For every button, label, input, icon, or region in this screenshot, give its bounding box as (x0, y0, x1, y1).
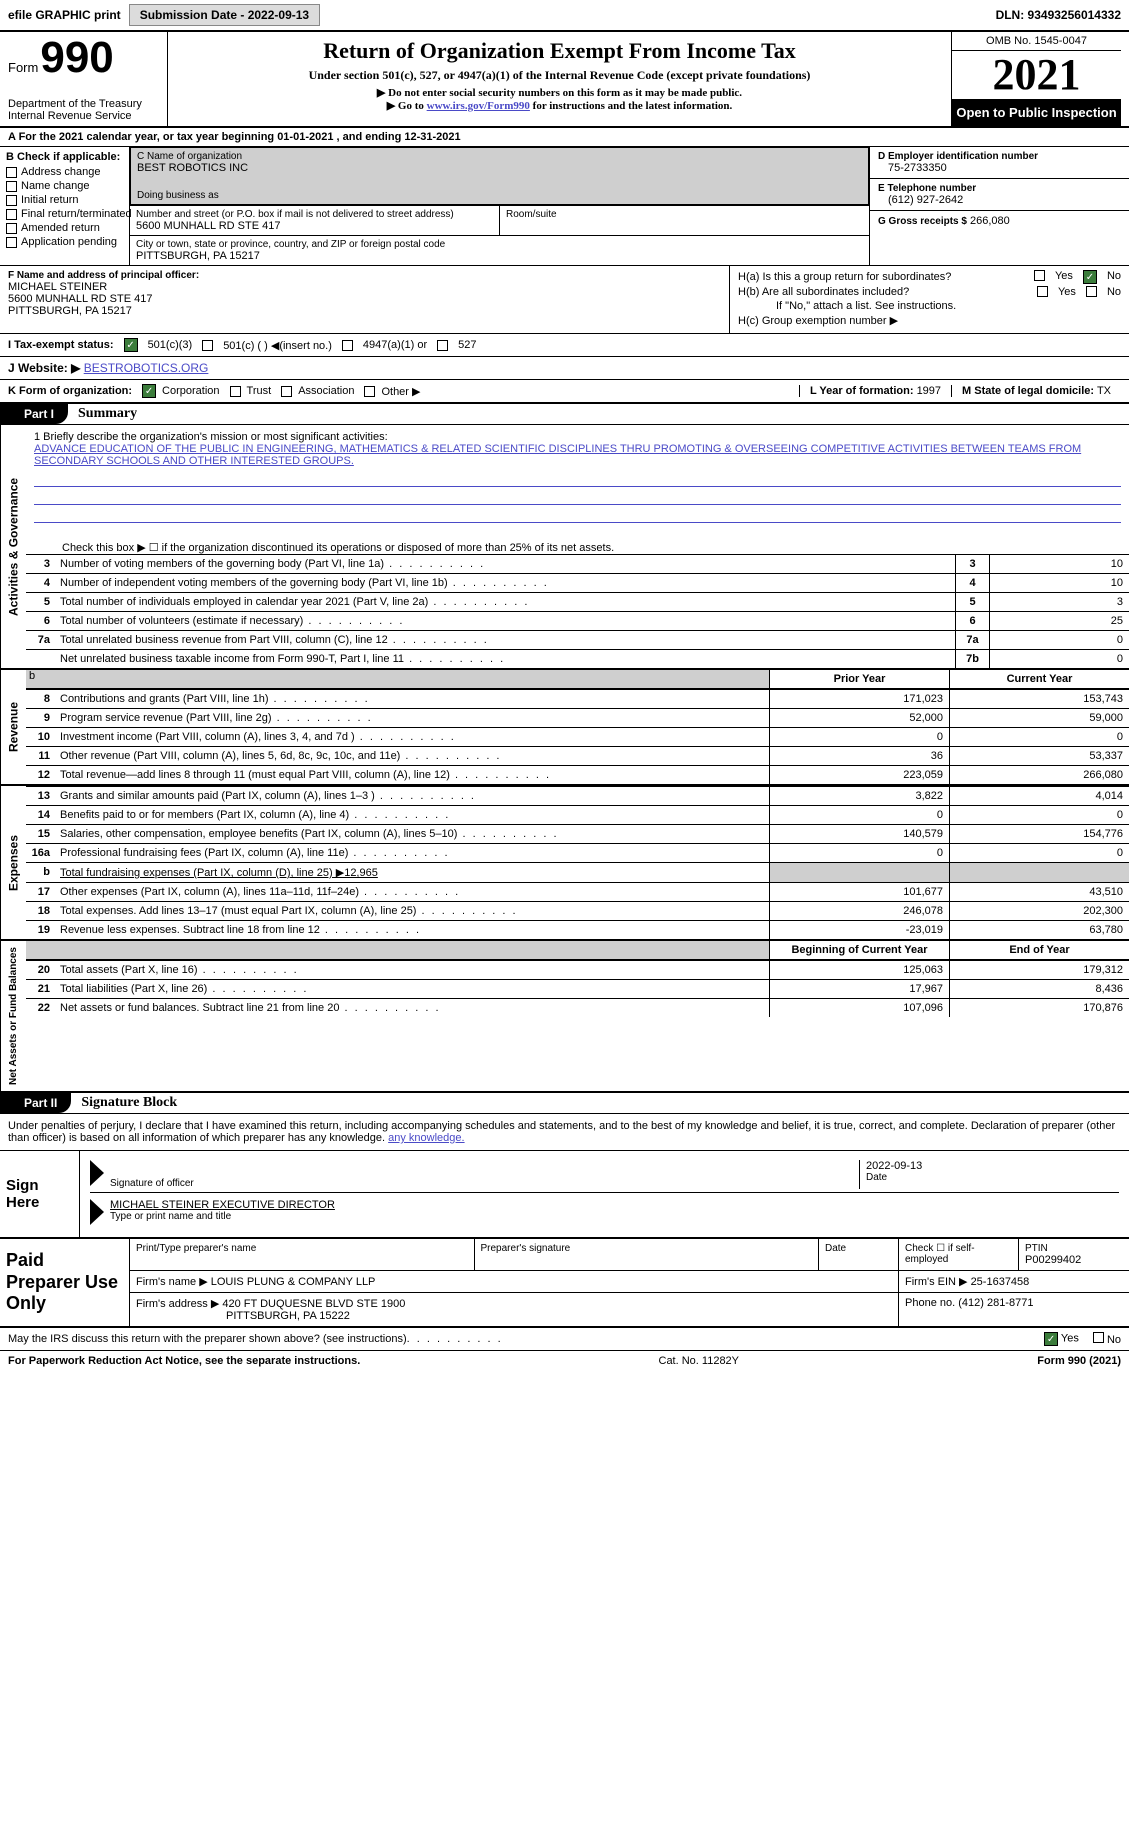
vtab-net: Net Assets or Fund Balances (0, 941, 26, 1091)
tax-year: 2021 (952, 51, 1121, 99)
section-a-g: B Check if applicable: Address change Na… (0, 147, 1129, 266)
arrow-icon (90, 1199, 104, 1225)
page-footer: For Paperwork Reduction Act Notice, see … (0, 1350, 1129, 1371)
vtab-revenue: Revenue (0, 670, 26, 784)
form-header: Form 990 Department of the TreasuryInter… (0, 32, 1129, 128)
expense-row: b Total fundraising expenses (Part IX, c… (26, 862, 1129, 882)
summary-row: 7a Total unrelated business revenue from… (26, 630, 1129, 649)
officer-name: MICHAEL STEINER (8, 281, 721, 293)
perjury-declaration: Under penalties of perjury, I declare th… (0, 1114, 1129, 1151)
header-title-block: Return of Organization Exempt From Incom… (168, 32, 951, 126)
checkbox[interactable] (6, 195, 17, 206)
expense-row: 16a Professional fundraising fees (Part … (26, 843, 1129, 862)
revenue-row: 8 Contributions and grants (Part VIII, l… (26, 689, 1129, 708)
column-d-g: D Employer identification number 75-2733… (869, 147, 1129, 265)
irs-link[interactable]: www.irs.gov/Form990 (427, 100, 530, 112)
activities-governance-section: Activities & Governance 1 Briefly descri… (0, 425, 1129, 670)
arrow-icon (90, 1160, 104, 1186)
vtab-expenses: Expenses (0, 786, 26, 939)
expense-row: 15 Salaries, other compensation, employe… (26, 824, 1129, 843)
form-subtitle: Under section 501(c), 527, or 4947(a)(1)… (178, 68, 941, 83)
header-left: Form 990 Department of the TreasuryInter… (8, 32, 168, 126)
form-org-row: K Form of organization: ✓Corporation Tru… (0, 380, 1129, 404)
mission-block: 1 Briefly describe the organization's mi… (26, 425, 1129, 535)
expense-row: 19 Revenue less expenses. Subtract line … (26, 920, 1129, 939)
row-f-h: F Name and address of principal officer:… (0, 266, 1129, 334)
checkbox[interactable] (6, 181, 17, 192)
revenue-row: 10 Investment income (Part VIII, column … (26, 727, 1129, 746)
revenue-row: 11 Other revenue (Part VIII, column (A),… (26, 746, 1129, 765)
irs-discuss-row: May the IRS discuss this return with the… (0, 1328, 1129, 1350)
blank-lines (34, 469, 1121, 529)
efile-label: efile GRAPHIC print (8, 8, 121, 22)
expense-row: 13 Grants and similar amounts paid (Part… (26, 786, 1129, 805)
open-public-badge: Open to Public Inspection (952, 99, 1121, 126)
revenue-row: 12 Total revenue—add lines 8 through 11 … (26, 765, 1129, 784)
telephone-value: (612) 927-2642 (878, 194, 1121, 206)
expense-row: 18 Total expenses. Add lines 13–17 (must… (26, 901, 1129, 920)
revenue-row: 9 Program service revenue (Part VIII, li… (26, 708, 1129, 727)
summary-row: 4 Number of independent voting members o… (26, 573, 1129, 592)
website-link[interactable]: BESTROBOTICS.ORG (84, 361, 209, 375)
revenue-section: Revenue b Prior Year Current Year 8 Cont… (0, 670, 1129, 786)
net-row: 22 Net assets or fund balances. Subtract… (26, 998, 1129, 1017)
org-city: PITTSBURGH, PA 15217 (136, 250, 863, 262)
sign-here-block: Sign Here Signature of officer 2022-09-1… (0, 1151, 1129, 1239)
officer-name-title: MICHAEL STEINER EXECUTIVE DIRECTOR (110, 1199, 1119, 1211)
part2-header: Part II Signature Block (0, 1093, 1129, 1114)
omb-number: OMB No. 1545-0047 (952, 32, 1121, 51)
form-number: Form 990 (8, 36, 167, 80)
checkbox[interactable] (6, 223, 17, 234)
form-title: Return of Organization Exempt From Incom… (178, 38, 941, 64)
org-address: 5600 MUNHALL RD STE 417 (136, 220, 493, 232)
net-row: 20 Total assets (Part X, line 16) 125,06… (26, 960, 1129, 979)
expenses-section: Expenses 13 Grants and similar amounts p… (0, 786, 1129, 941)
dln-label: DLN: 93493256014332 (996, 8, 1121, 22)
checkbox[interactable] (6, 167, 17, 178)
expense-row: 17 Other expenses (Part IX, column (A), … (26, 882, 1129, 901)
mission-text: ADVANCE EDUCATION OF THE PUBLIC IN ENGIN… (34, 443, 1121, 467)
part1-header: Part I Summary (0, 404, 1129, 425)
summary-row: 6 Total number of volunteers (estimate i… (26, 611, 1129, 630)
column-b: B Check if applicable: Address change Na… (0, 147, 130, 265)
summary-row: 5 Total number of individuals employed i… (26, 592, 1129, 611)
checkbox[interactable] (6, 237, 17, 248)
gross-receipts-value: 266,080 (970, 215, 1010, 227)
tax-exempt-row: I Tax-exempt status: ✓501(c)(3) 501(c) (… (0, 334, 1129, 357)
column-c: C Name of organization BEST ROBOTICS INC… (130, 147, 869, 265)
form-note2: ▶ Go to www.irs.gov/Form990 for instruct… (178, 99, 941, 112)
net-row: 21 Total liabilities (Part X, line 26) 1… (26, 979, 1129, 998)
summary-row: 3 Number of voting members of the govern… (26, 554, 1129, 573)
net-assets-section: Net Assets or Fund Balances Beginning of… (0, 941, 1129, 1093)
checkbox-checked[interactable]: ✓ (1083, 270, 1097, 284)
header-right: OMB No. 1545-0047 2021 Open to Public In… (951, 32, 1121, 126)
paid-preparer-block: Paid Preparer Use Only Print/Type prepar… (0, 1239, 1129, 1328)
summary-row: Net unrelated business taxable income fr… (26, 649, 1129, 668)
expense-row: 14 Benefits paid to or for members (Part… (26, 805, 1129, 824)
calendar-year-row: A For the 2021 calendar year, or tax yea… (0, 128, 1129, 147)
ein-value: 75-2733350 (878, 162, 1121, 174)
form-note1: ▶ Do not enter social security numbers o… (178, 86, 941, 99)
vtab-activities: Activities & Governance (0, 425, 26, 668)
website-row: J Website: ▶ BESTROBOTICS.ORG (0, 357, 1129, 380)
dept-label: Department of the TreasuryInternal Reven… (8, 98, 167, 122)
checkbox-checked[interactable]: ✓ (124, 338, 138, 352)
topbar: efile GRAPHIC print Submission Date - 20… (0, 0, 1129, 32)
org-name: BEST ROBOTICS INC (137, 162, 862, 174)
checkbox[interactable] (6, 209, 17, 220)
submission-button[interactable]: Submission Date - 2022-09-13 (129, 4, 320, 26)
